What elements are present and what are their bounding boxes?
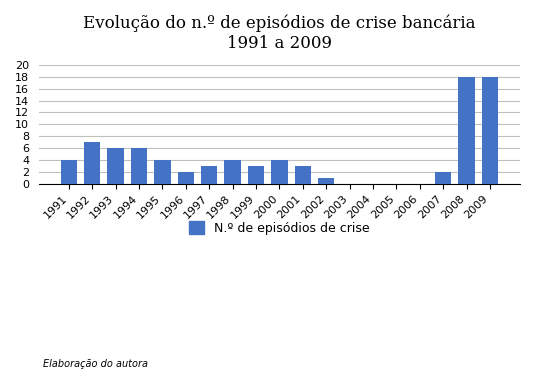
Bar	[201, 166, 217, 184]
Bar	[248, 166, 264, 184]
Bar	[108, 148, 124, 184]
Bar	[318, 178, 334, 184]
Bar	[271, 160, 288, 184]
Bar	[225, 160, 241, 184]
Bar	[131, 148, 147, 184]
Bar	[435, 172, 452, 184]
Bar	[295, 166, 311, 184]
Bar	[84, 142, 101, 184]
Title: Evolução do n.º de episódios de crise bancária
1991 a 2009: Evolução do n.º de episódios de crise ba…	[83, 15, 476, 52]
Bar	[154, 160, 171, 184]
Bar	[60, 160, 77, 184]
Text: Elaboração do autora: Elaboração do autora	[43, 359, 148, 369]
Bar	[482, 77, 498, 184]
Bar	[178, 172, 194, 184]
Bar	[458, 77, 475, 184]
Legend: N.º de episódios de crise: N.º de episódios de crise	[184, 216, 374, 240]
